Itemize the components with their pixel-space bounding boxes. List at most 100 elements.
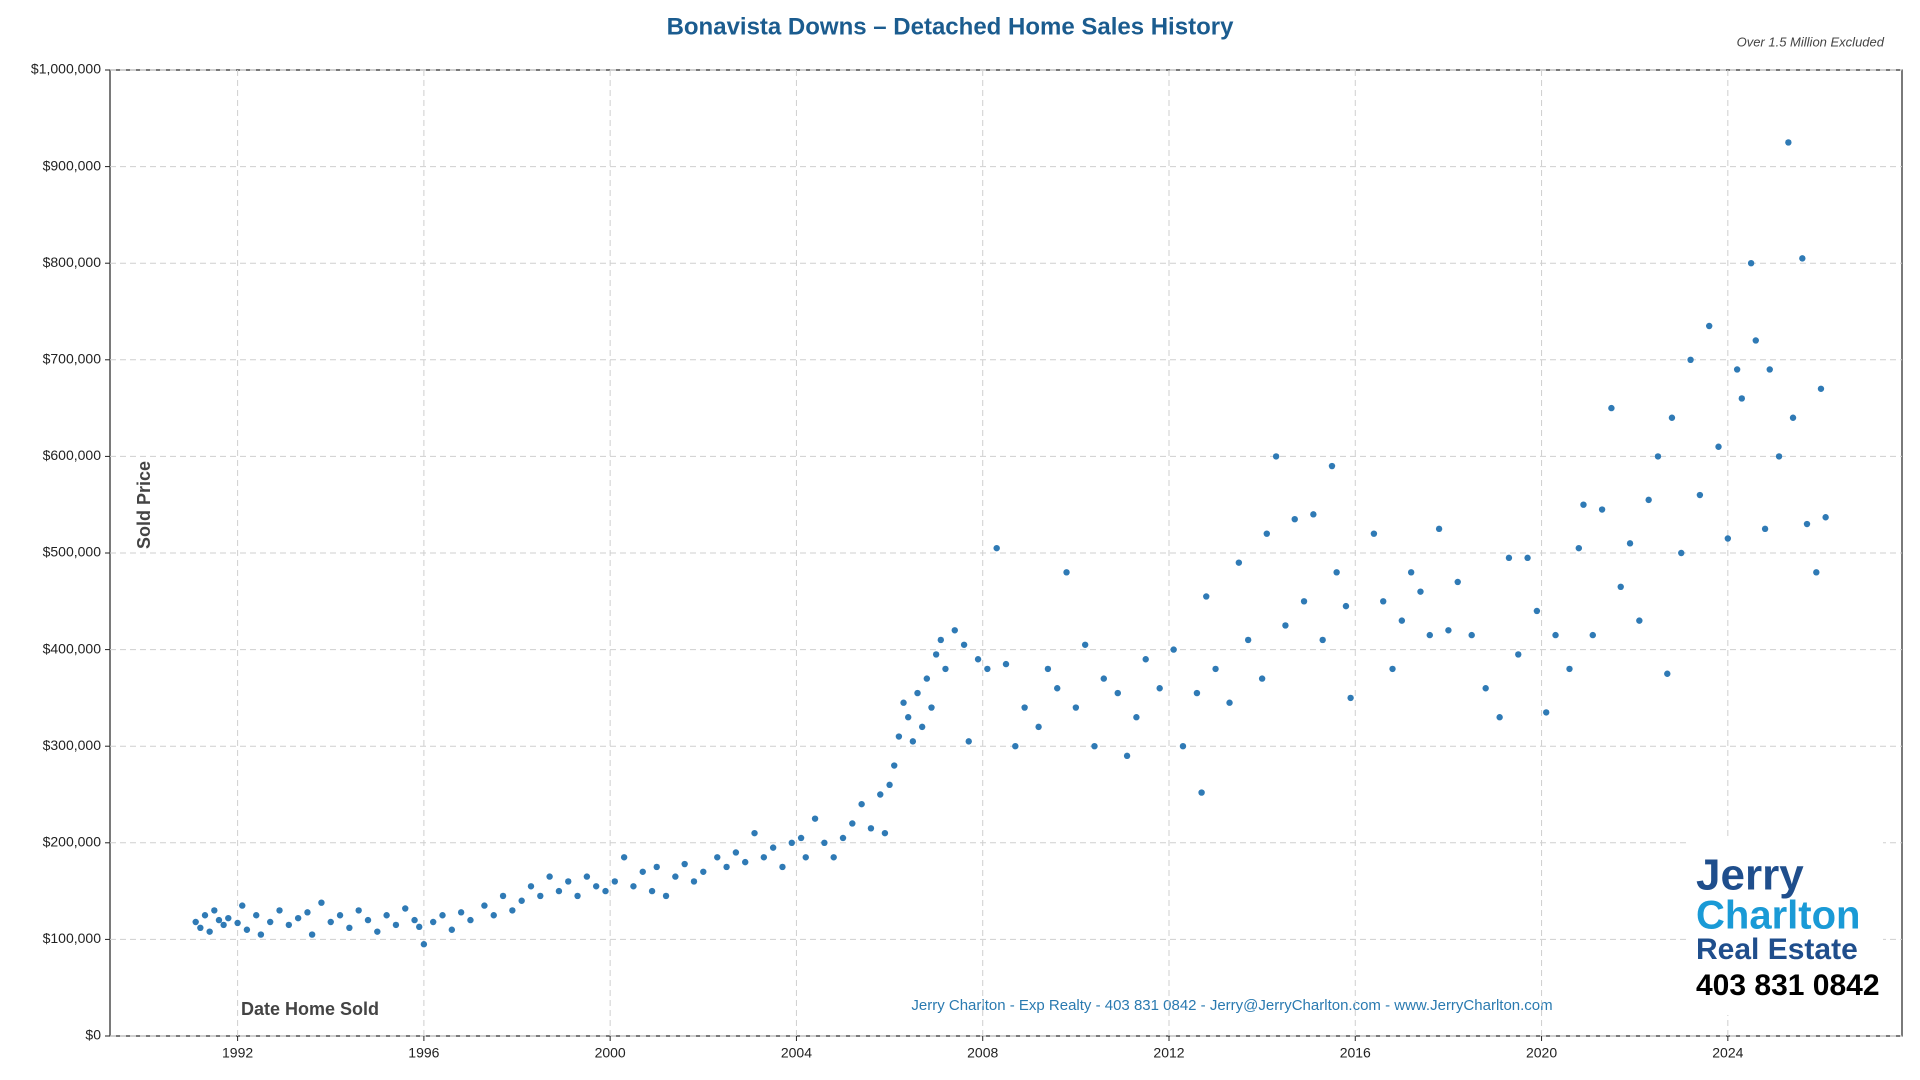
point [1170,646,1177,653]
point [509,907,516,914]
point [1668,414,1676,421]
point [1226,699,1233,706]
y-tick-label: $400,000 [43,640,102,656]
point [243,926,251,933]
logo-line: Real Estate [1696,933,1858,966]
point [905,714,912,721]
point [201,912,209,919]
point [481,902,488,909]
point [891,762,898,769]
point [1813,569,1820,576]
point [839,834,847,842]
point [1389,665,1396,673]
point [1766,366,1773,373]
chart-title: Bonavista Downs – Detached Home Sales Hi… [667,13,1235,40]
point [672,873,679,880]
point [1761,525,1769,533]
point [1272,453,1280,460]
point [1235,559,1243,566]
point [304,909,311,916]
point [984,665,991,673]
point [1543,709,1550,716]
point [779,863,786,871]
point [1678,549,1685,557]
point [327,918,334,926]
point [942,665,949,673]
point [355,907,362,914]
y-tick-label: $500,000 [43,544,102,560]
point [1091,743,1098,750]
point [965,738,972,745]
x-tick-label: 2000 [595,1045,626,1061]
point [276,907,283,914]
y-axis-label: Sold Price [134,461,154,549]
point [1417,588,1424,595]
point [565,878,572,885]
point [1156,685,1163,692]
y-tick-label: $800,000 [43,254,102,270]
point [239,902,246,909]
point [1589,631,1596,639]
logo-phone: 403 831 0842 [1696,969,1880,1002]
point [1505,554,1513,562]
point [490,912,497,919]
point [1738,395,1746,402]
point [700,868,707,875]
point [285,921,293,929]
point [1496,714,1503,721]
point [723,863,730,871]
point [932,651,940,658]
point [583,873,591,880]
point [1263,530,1270,537]
point [886,781,893,789]
point [1142,656,1149,663]
point [1044,665,1052,673]
point [1291,515,1298,523]
logo-box [1688,840,1883,1015]
point [681,860,688,868]
point [797,834,805,842]
point [1645,496,1652,504]
point [1724,535,1732,542]
point [1664,670,1671,677]
point [751,829,758,837]
point [1072,704,1080,711]
point [1380,598,1387,605]
point [1747,260,1755,267]
x-tick-label: 2024 [1712,1045,1743,1061]
point [732,849,740,856]
point [592,883,600,890]
point [900,699,907,706]
contact-line: Jerry Charlton - Exp Realty - 403 831 08… [911,997,1552,1014]
point [918,723,926,731]
point [914,689,921,697]
point [858,800,865,808]
point [527,883,535,890]
point [308,931,316,938]
point [993,544,1000,552]
point [1179,743,1187,750]
point [266,918,274,926]
point [639,868,646,875]
point [197,924,204,932]
point [951,627,958,634]
point [648,887,656,895]
point [346,924,353,932]
point [1552,631,1559,639]
y-tick-label: $300,000 [43,737,102,753]
point [1398,617,1406,624]
point [788,839,795,846]
point [1733,366,1741,373]
point [215,916,223,924]
y-tick-label: $200,000 [43,834,102,850]
point [518,897,525,904]
point [1654,453,1662,460]
point [1598,506,1606,513]
x-tick-label: 2004 [781,1045,812,1061]
y-tick-label: $700,000 [43,351,102,367]
point [830,854,837,861]
point [574,892,581,900]
point [402,905,409,912]
point [439,912,446,919]
